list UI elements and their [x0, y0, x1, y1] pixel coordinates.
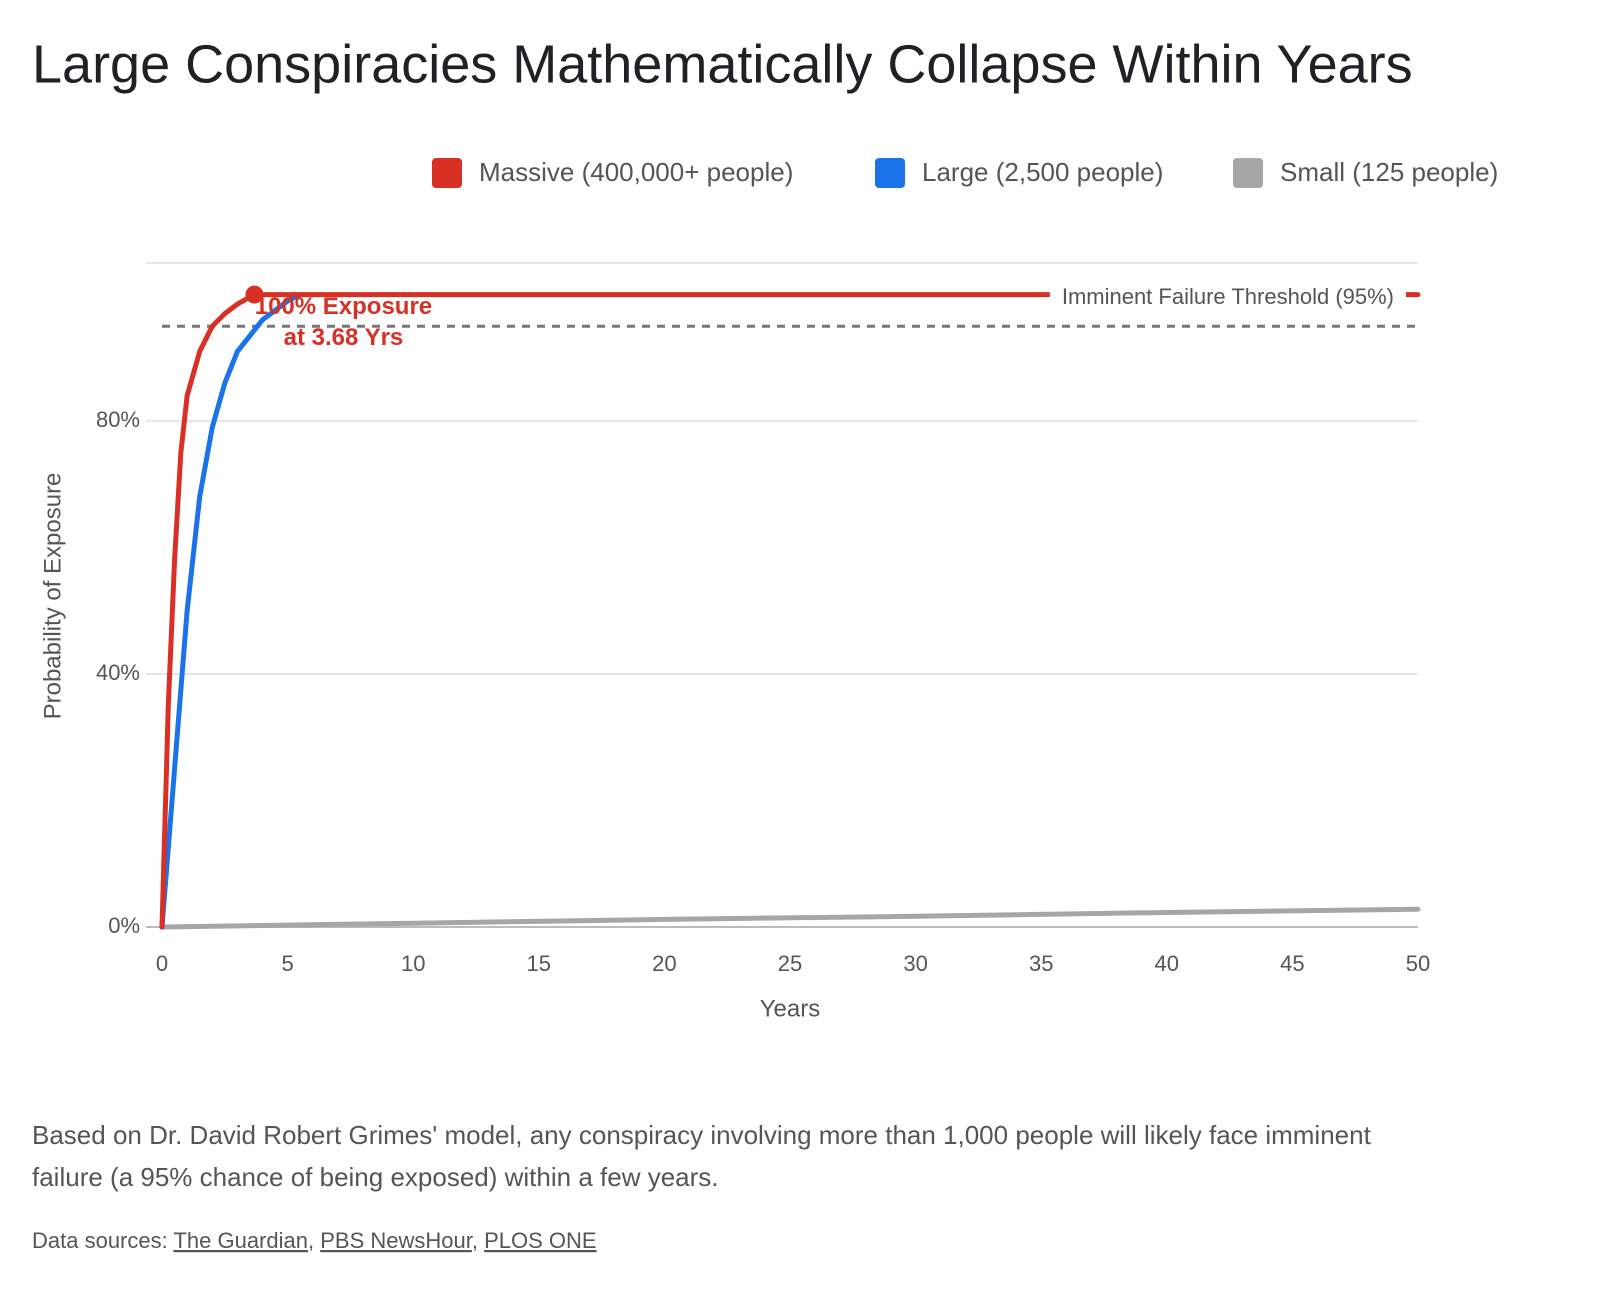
y-axis-label: Probability of Exposure [39, 473, 66, 720]
annotation-point [245, 285, 264, 304]
sources: Data sources: The Guardian, PBS NewsHour… [32, 1228, 597, 1253]
legend-swatch [432, 158, 462, 188]
separator: , [308, 1228, 314, 1253]
x-tick-label: 45 [1280, 951, 1304, 976]
chart-title: Large Conspiracies Mathematically Collap… [32, 34, 1413, 94]
x-tick-label: 15 [527, 951, 551, 976]
x-tick-label: 40 [1155, 951, 1179, 976]
y-tick-label: 0% [108, 913, 140, 938]
legend-label: Large (2,500 people) [922, 157, 1163, 187]
x-tick-label: 30 [903, 951, 927, 976]
annotation-text: at 3.68 Yrs [284, 324, 404, 351]
x-tick-label: 50 [1406, 951, 1430, 976]
series-line [159, 292, 303, 930]
y-tick-label: 80% [96, 407, 140, 432]
legend-label: Small (125 people) [1280, 157, 1498, 187]
x-tick-label: 20 [652, 951, 676, 976]
y-tick-label: 40% [96, 660, 140, 685]
annotation-text: 100% Exposure [255, 293, 432, 320]
separator: , [472, 1228, 478, 1253]
x-tick-label: 5 [281, 951, 293, 976]
x-tick-label: 10 [401, 951, 425, 976]
legend-swatch [875, 158, 905, 188]
label-backing [1049, 282, 1406, 312]
source-link[interactable]: PLOS ONE [484, 1228, 596, 1253]
x-tick-label: 25 [778, 951, 802, 976]
x-tick-label: 35 [1029, 951, 1053, 976]
footer-note: failure (a 95% chance of being exposed) … [32, 1162, 719, 1192]
source-link[interactable]: PBS NewsHour [320, 1228, 473, 1253]
sources-label: Data sources: [32, 1228, 168, 1253]
threshold-label: Imminent Failure Threshold (95%) [1062, 284, 1394, 309]
legend-swatch [1233, 158, 1263, 188]
source-link[interactable]: The Guardian [173, 1228, 308, 1253]
footer-note: Based on Dr. David Robert Grimes' model,… [32, 1120, 1372, 1150]
legend-label: Massive (400,000+ people) [479, 157, 793, 187]
series-line [159, 292, 1421, 930]
x-tick-label: 0 [156, 951, 168, 976]
series-line [159, 906, 1421, 930]
x-axis-label: Years [760, 995, 821, 1022]
